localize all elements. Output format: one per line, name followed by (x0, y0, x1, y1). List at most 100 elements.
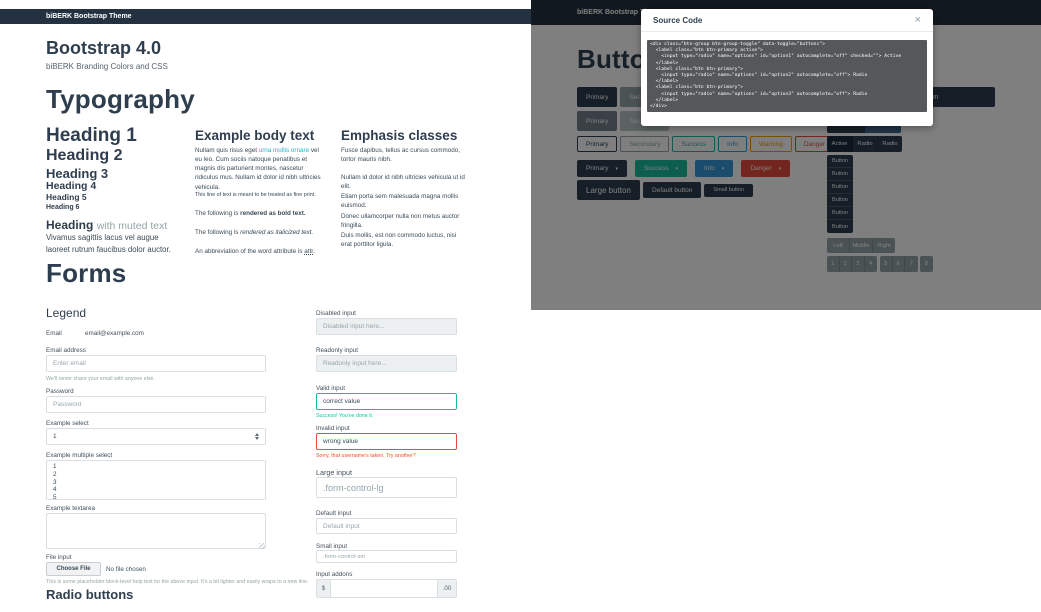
multiselect-option[interactable]: 3 (53, 478, 57, 486)
invalid-input[interactable] (316, 433, 457, 450)
heading-muted-strong: Heading (46, 218, 94, 232)
example-body-title: Example body text (195, 128, 315, 143)
large-input[interactable] (316, 477, 457, 498)
file-input-label: File input (46, 554, 72, 561)
text: The following is (195, 210, 241, 217)
input-addon-group: $ .00 (316, 579, 457, 598)
forms-section-title: Forms (46, 258, 127, 288)
invalid-help: Sorry, that username's taken. Try anothe… (316, 453, 416, 459)
multiselect-option[interactable]: 2 (53, 470, 57, 478)
example-textarea[interactable] (46, 513, 266, 549)
source-code-block: <div class="btn-group btn-group-toggle" … (647, 40, 927, 112)
right-page: biBERK Bootstrap Theme Buttons Primary S… (531, 0, 1041, 310)
legend: Legend (46, 306, 87, 320)
page-subtitle: biBERK Branding Colors and CSS (46, 62, 168, 71)
code-line: <label class="btn btn-primary"> (650, 85, 744, 91)
heading-1: Heading 1 (46, 125, 137, 146)
email-static-label: Email (46, 330, 62, 337)
heading-2: Heading 2 (46, 147, 123, 164)
code-line: </div> (650, 104, 667, 110)
heading-5: Heading 5 (46, 192, 87, 202)
radio-buttons-title: Radio buttons (46, 587, 134, 602)
emphasis-danger: Donec ullamcorper nulla non metus auctor… (341, 213, 460, 230)
bold-line: The following is rendered as bold text. (195, 209, 306, 218)
source-code-modal: Source Code × <div class="btn-group btn-… (641, 9, 933, 126)
example-body-paragraph: Nullam quis risus eget urna mollis ornar… (195, 146, 325, 192)
body-text: vel eu leo. Cum sociis natoque penatibus… (195, 147, 321, 191)
code-line: <input type="radio" name="options" id="o… (650, 54, 902, 60)
password-field[interactable] (46, 396, 266, 413)
typography-section-title: Typography (46, 84, 195, 114)
body-link[interactable]: urna mollis ornare (258, 147, 310, 154)
fine-print-line: This line of text is meant to be treated… (195, 192, 316, 198)
emphasis-normal: Nullam id dolor id nibh ultricies vehicu… (341, 174, 465, 191)
disabled-input (316, 318, 457, 335)
heading-muted-text: with muted text (96, 220, 168, 232)
multiselect-option[interactable]: 4 (53, 486, 57, 494)
email-field[interactable] (46, 355, 266, 372)
italic-text: rendered as italicized text. (240, 229, 314, 236)
heading-4: Heading 4 (46, 180, 97, 192)
invalid-input-label: Invalid input (316, 425, 350, 432)
left-page: biBERK Bootstrap Theme Bootstrap 4.0 biB… (0, 9, 531, 612)
password-label: Password (46, 388, 74, 395)
text: An abbreviation of the word attribute is (195, 248, 305, 255)
emphasis-success: Duis mollis, est non commodo luctus, nis… (341, 232, 457, 249)
addon-prefix: $ (316, 579, 331, 598)
navbar-brand[interactable]: biBERK Bootstrap Theme (46, 13, 132, 20)
close-icon[interactable]: × (914, 13, 921, 26)
page-title: Bootstrap 4.0 (46, 38, 162, 58)
code-line: </label> (650, 97, 679, 103)
modal-header: Source Code × (641, 9, 933, 32)
code-line: <label class="btn btn-primary"> (650, 66, 744, 72)
small-input[interactable] (316, 550, 457, 563)
large-input-label: Large input (316, 468, 352, 477)
valid-help: Success! You've done it. (316, 413, 374, 419)
select-stepper-icon (255, 433, 259, 440)
code-line: </label> (650, 79, 679, 85)
multiselect-option[interactable]: 5 (53, 494, 57, 500)
code-line: <div class="btn-group btn-group-toggle" … (650, 42, 825, 47)
default-input-label: Default input (316, 510, 352, 517)
emphasis-warning: Etiam porta sem malesuada magna mollis e… (341, 193, 459, 210)
file-status: No file chosen (106, 566, 146, 573)
valid-input[interactable] (316, 393, 457, 410)
emphasis-title: Emphasis classes (341, 128, 458, 143)
heading-6: Heading 6 (46, 204, 80, 211)
default-input[interactable] (316, 518, 457, 534)
code-line: <label class="btn btn-primary active"> (650, 48, 763, 54)
code-line: </label> (650, 60, 679, 66)
textarea-label: Example textarea (46, 505, 96, 512)
disabled-input-label: Disabled input (316, 310, 356, 317)
email-static-value: email@example.com (85, 330, 144, 337)
email-label: Email address (46, 347, 86, 354)
valid-input-label: Valid input (316, 385, 345, 392)
resize-handle[interactable] (259, 543, 265, 549)
heading-3: Heading 3 (46, 166, 109, 181)
body-text: Nullam quis risus eget (195, 147, 259, 154)
readonly-input (316, 355, 457, 372)
example-multiple-select[interactable]: 1 2 3 4 5 (46, 460, 266, 500)
bold-text: rendered as bold text. (240, 210, 306, 217)
select-label: Example select (46, 420, 89, 427)
italic-line: The following is rendered as italicized … (195, 228, 313, 237)
input-addons-label: Input addons (316, 571, 353, 578)
code-line: <input type="radio" name="options" id="o… (650, 91, 868, 97)
text: The following is (195, 229, 241, 236)
muted-heading-paragraph: Vivamus sagittis lacus vel augue laoreet… (46, 233, 171, 254)
readonly-input-label: Readonly input (316, 347, 359, 354)
abbr-text: attr. (304, 248, 315, 255)
small-input-label: Small input (316, 543, 348, 550)
example-select[interactable]: 1 (46, 428, 266, 445)
file-help: This is some placeholder block-level hel… (46, 579, 309, 585)
choose-file-button[interactable]: Choose File (46, 562, 101, 576)
heading-muted: Heading with muted text (46, 218, 167, 232)
addon-input[interactable] (331, 579, 437, 598)
email-help: We'll never share your email with anyone… (46, 376, 155, 382)
select-value: 1 (53, 433, 57, 440)
multiselect-option[interactable]: 1 (53, 463, 57, 470)
left-navbar: biBERK Bootstrap Theme (0, 9, 531, 24)
addon-suffix: .00 (437, 579, 457, 598)
emphasis-muted: Fusce dapibus, tellus ac cursus commodo,… (341, 147, 460, 164)
radio-option-row[interactable]: Option one is this and that—be sure to i… (46, 607, 228, 612)
